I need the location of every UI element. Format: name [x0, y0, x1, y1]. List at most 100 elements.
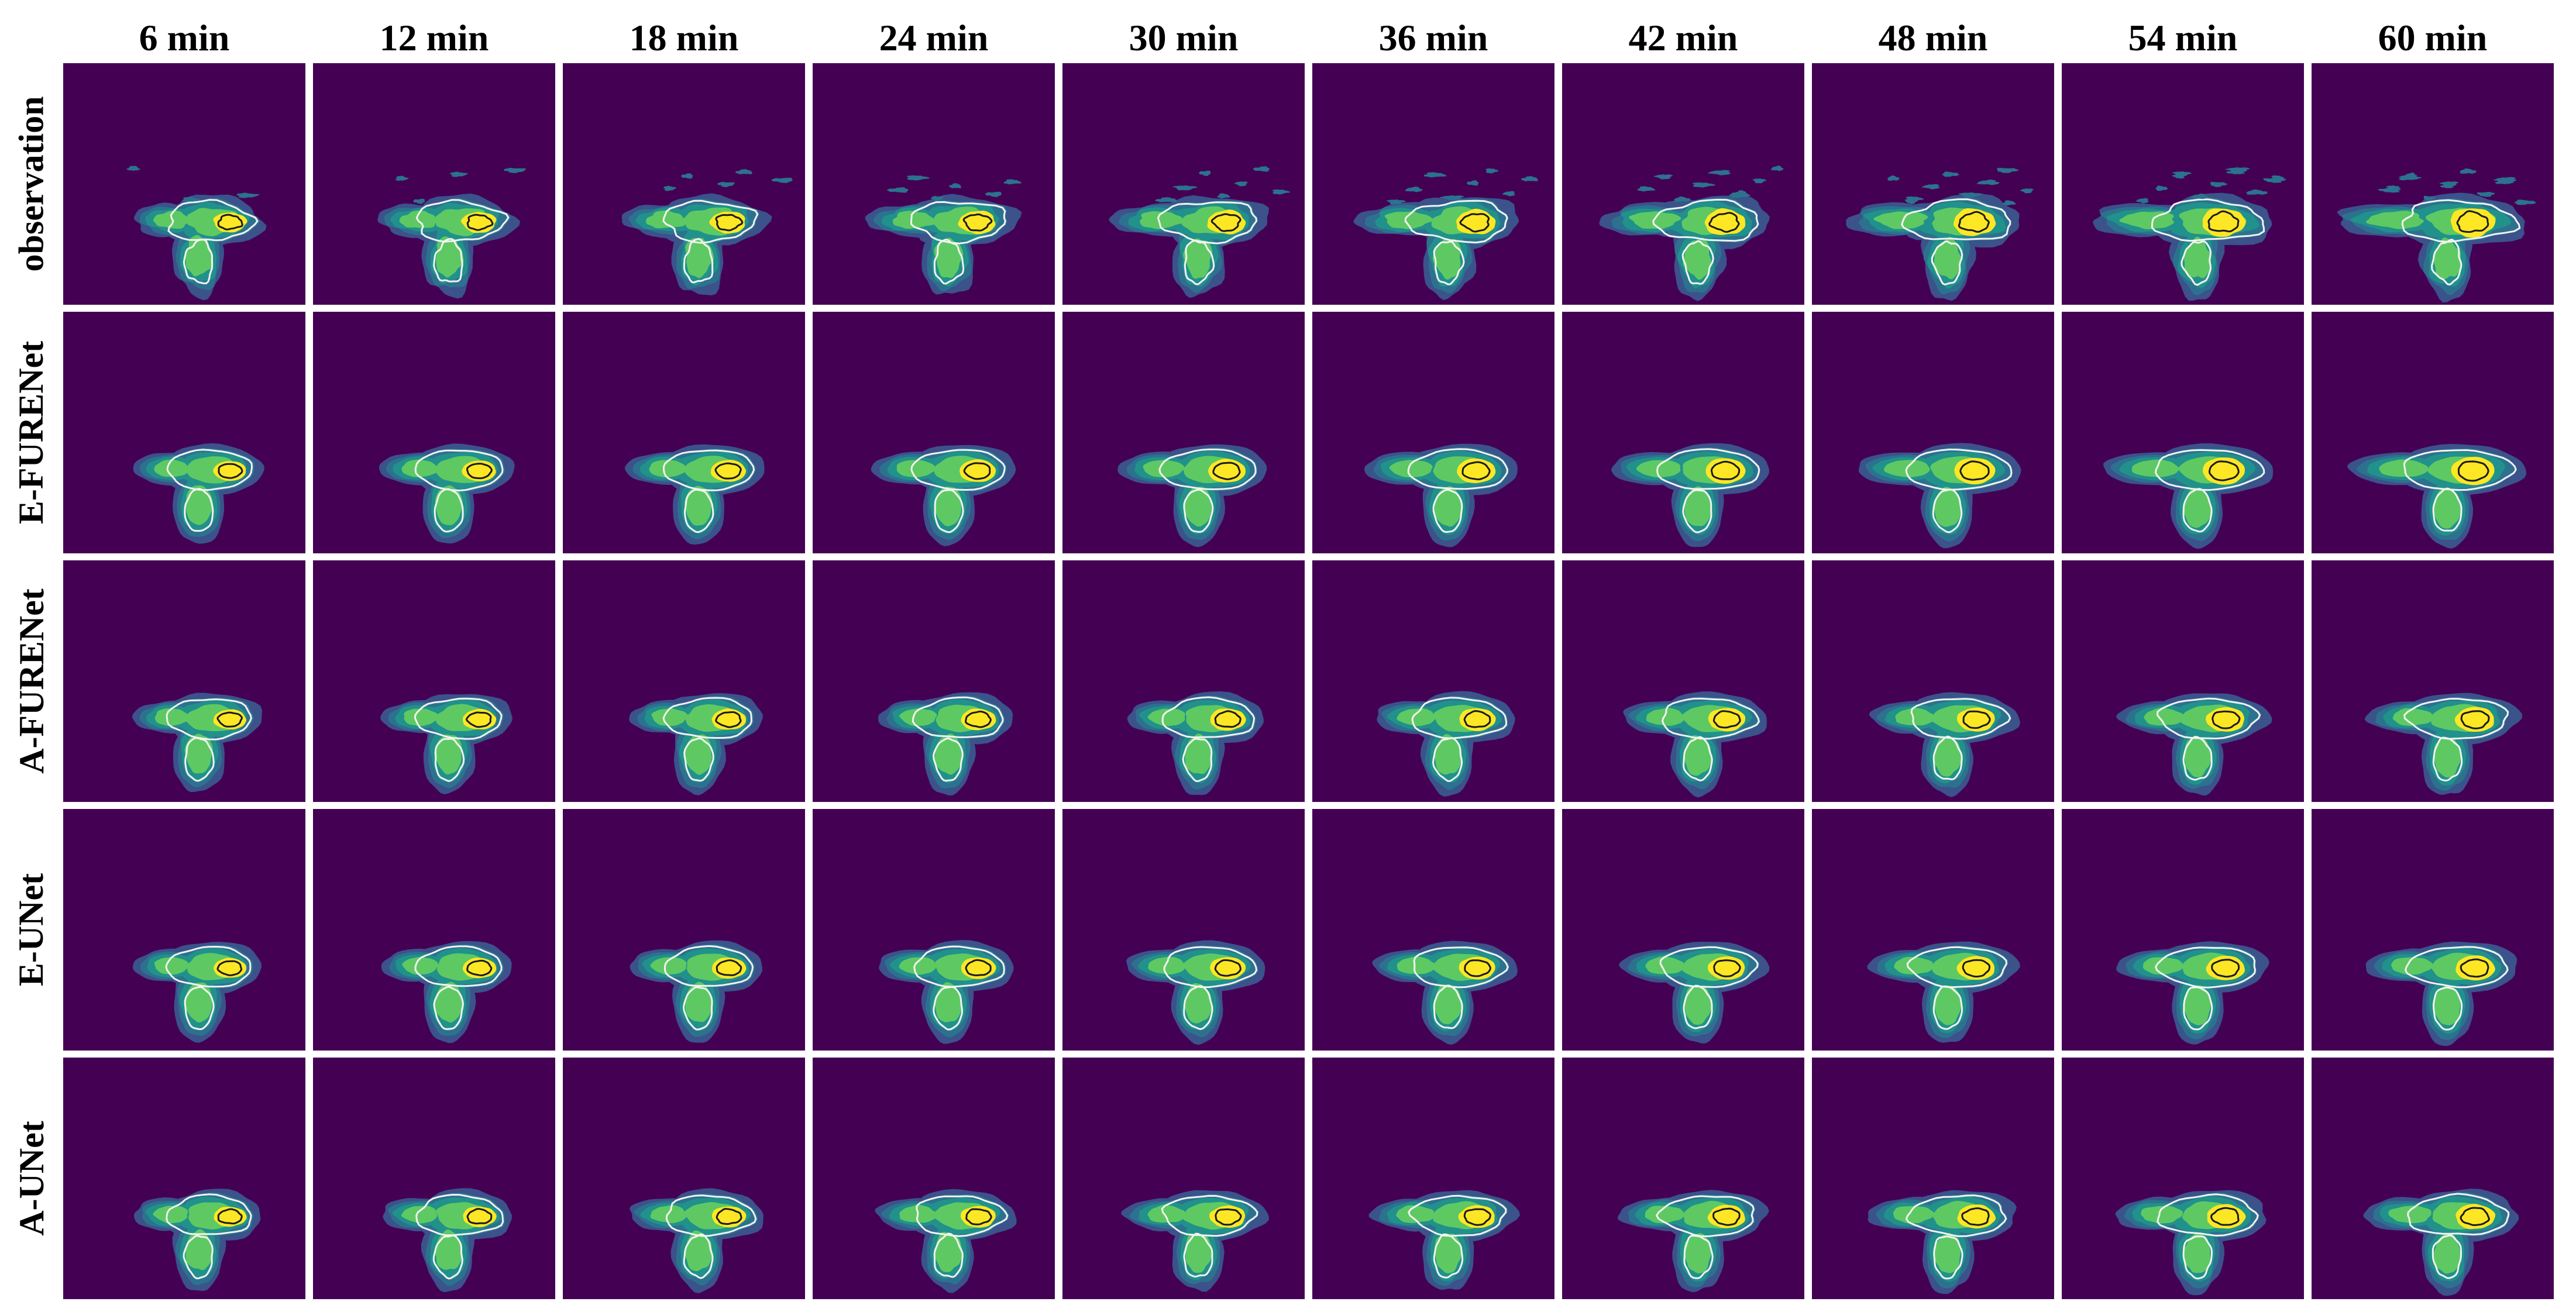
contour-line: [714, 462, 742, 480]
intensity-region: [935, 1232, 963, 1272]
contour-line: [1681, 240, 1714, 285]
scattered-echo: [450, 171, 468, 177]
contour-line: [1463, 710, 1491, 728]
intensity-region: [1140, 211, 1185, 229]
scattered-echo: [1653, 174, 1673, 180]
heatmap-panel: [313, 1058, 555, 1299]
intensity-region: [154, 957, 190, 974]
scattered-echo: [2440, 183, 2454, 188]
scattered-echo: [2210, 181, 2228, 187]
contour-line: [2431, 239, 2462, 286]
scattered-echo: [504, 168, 527, 173]
heatmap-panel: [563, 809, 805, 1051]
contour-line: [1158, 448, 1257, 490]
precipitation-field: [1869, 692, 2021, 797]
heatmap-svg: [813, 560, 1055, 802]
scattered-echo: [2020, 188, 2034, 194]
contour-line: [2403, 449, 2517, 491]
intensity-region: [1183, 238, 1213, 279]
contour-line: [1901, 198, 2011, 240]
column-title: 54 min: [2128, 17, 2238, 58]
precipitation-field: [2365, 941, 2517, 1046]
contour-line: [910, 449, 1006, 491]
scattered-echo: [126, 166, 140, 171]
heatmap-svg: [563, 1058, 805, 1299]
contour-line: [2156, 697, 2261, 740]
heatmap-svg: [2062, 1058, 2304, 1299]
intensity-region: [1435, 984, 1462, 1024]
heatmap-svg: [2312, 63, 2554, 305]
contour-line: [1161, 696, 1256, 739]
row-title-wrapper: E-FURENet: [0, 312, 63, 553]
heatmap-panel: [2062, 560, 2304, 802]
contour-line: [1712, 710, 1741, 729]
contour-line: [2460, 1207, 2490, 1227]
precipitation-field: [1353, 168, 1539, 301]
intensity-region: [1185, 734, 1212, 774]
contour-line: [2460, 958, 2489, 978]
scattered-echo: [735, 169, 753, 174]
contour-line: [433, 986, 464, 1030]
precipitation-field: [1867, 1190, 2017, 1294]
intensity-region: [1895, 708, 1935, 726]
intensity-region: [154, 708, 190, 726]
scattered-echo: [2135, 198, 2149, 204]
contour-line: [2404, 946, 2509, 989]
precipitation-field: [1599, 166, 1784, 301]
heatmap-svg: [2312, 809, 2554, 1051]
contour-line: [167, 199, 259, 242]
intensity-region: [2388, 1206, 2431, 1224]
intensity-region: [2365, 211, 2424, 229]
heatmap-svg: [2312, 1058, 2554, 1299]
heatmap-svg: [1062, 809, 1305, 1051]
scattered-echo: [1692, 182, 1716, 188]
contour-line: [963, 462, 991, 480]
intensity-region: [401, 459, 438, 477]
heatmap-panel: [1062, 1058, 1305, 1299]
precipitation-field: [1372, 941, 1518, 1045]
contour-line: [415, 199, 510, 243]
intensity-region: [1933, 236, 1962, 280]
contour-line: [2432, 986, 2463, 1031]
contour-line: [2212, 710, 2241, 729]
scattered-echo: [2263, 178, 2286, 183]
heatmap-svg: [1062, 312, 1305, 553]
heatmap-panel: [563, 560, 805, 802]
contour-line: [2431, 1234, 2462, 1279]
intensity-region: [2142, 957, 2184, 975]
heatmap-panel: [2062, 809, 2304, 1051]
heatmap-panel: [1812, 63, 2054, 305]
scattered-echo: [1637, 186, 1656, 192]
intensity-region: [1684, 985, 1712, 1025]
intensity-region: [1873, 211, 1928, 229]
column-title: 18 min: [629, 17, 739, 58]
contour-line: [1962, 710, 1991, 729]
contour-line: [2207, 210, 2240, 233]
heatmap-svg: [2062, 312, 2304, 553]
contour-line: [465, 711, 492, 728]
contour-line: [1463, 1208, 1491, 1226]
precipitation-field: [1117, 444, 1267, 547]
contour-line: [1161, 1194, 1258, 1237]
column-title: 30 min: [1129, 17, 1239, 58]
heatmap-panel: [313, 560, 555, 802]
column-title: 12 min: [379, 17, 489, 58]
heatmap-svg: [1312, 63, 1554, 305]
heatmap-panel: [1812, 809, 2054, 1051]
scattered-echo: [1253, 166, 1270, 172]
precipitation-field: [2116, 693, 2272, 796]
contour-line: [683, 737, 714, 782]
contour-line: [933, 1232, 964, 1278]
heatmap-svg: [2312, 560, 2554, 802]
contour-line: [1212, 462, 1241, 480]
intensity-region: [404, 708, 439, 726]
heatmap-panel: [1562, 560, 1804, 802]
contour-line: [662, 199, 759, 244]
scattered-echo: [1234, 181, 1248, 187]
contour-line: [715, 213, 744, 232]
contour-line: [165, 945, 252, 988]
intensity-region: [1934, 487, 1962, 527]
heatmap-svg: [313, 63, 555, 305]
intensity-region: [1184, 487, 1212, 527]
precipitation-field: [379, 443, 515, 544]
